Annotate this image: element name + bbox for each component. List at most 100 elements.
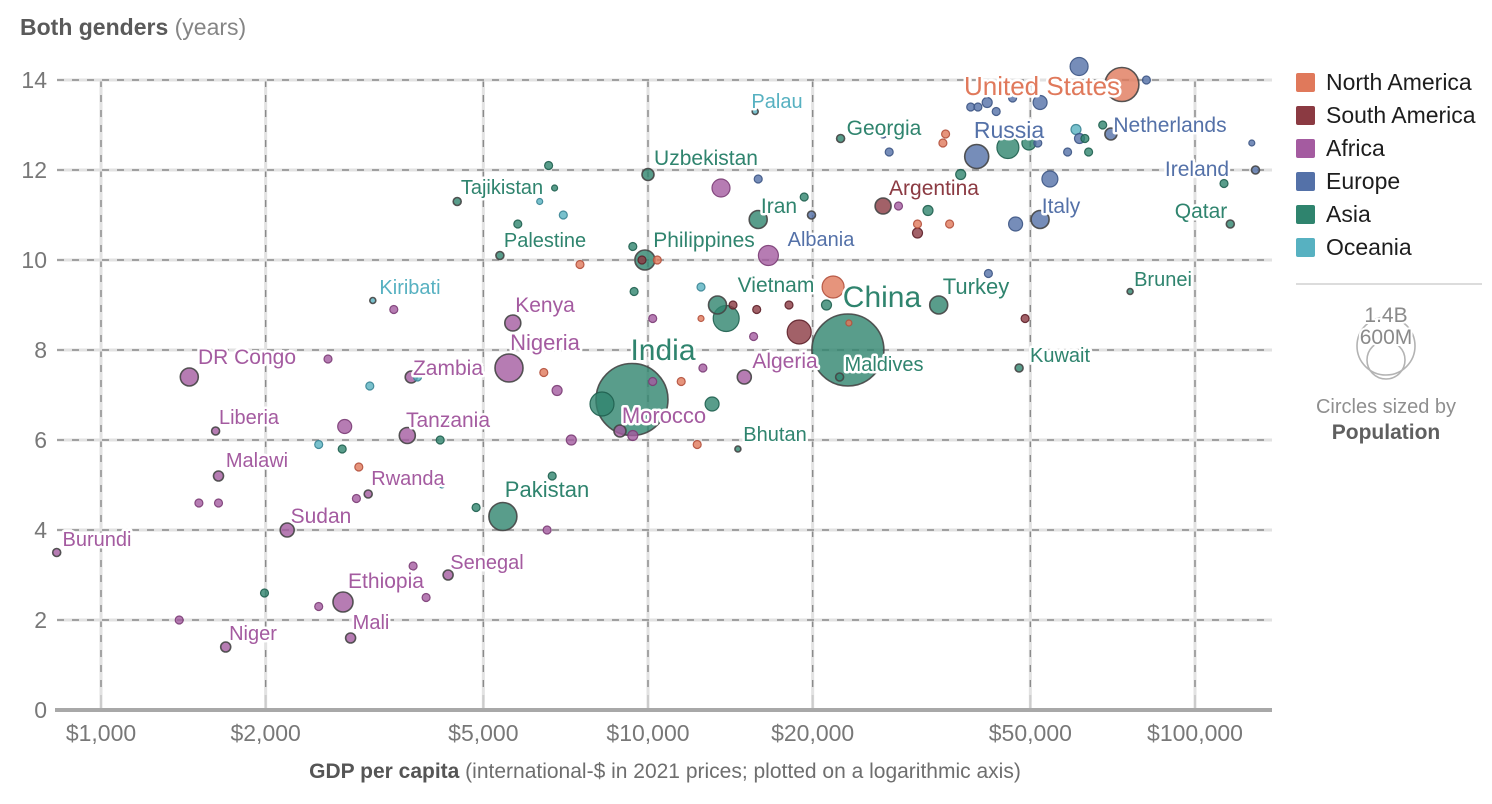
data-point-country[interactable] — [542, 525, 552, 535]
data-point-country[interactable] — [799, 192, 809, 202]
data-point-uzbekistan[interactable] — [641, 167, 655, 182]
data-point-senegal[interactable] — [442, 569, 454, 581]
legend-item-africa[interactable]: Africa — [1296, 132, 1486, 165]
data-point-country[interactable] — [676, 376, 686, 387]
data-point-country[interactable] — [996, 135, 1020, 160]
data-point-mali[interactable] — [344, 632, 357, 644]
data-point-united-states[interactable] — [1104, 66, 1140, 103]
data-point-country[interactable] — [820, 299, 833, 311]
data-point-country[interactable] — [845, 319, 853, 327]
data-point-country[interactable] — [174, 615, 184, 625]
data-point-country[interactable] — [438, 481, 446, 489]
data-point-kuwait[interactable] — [1014, 363, 1024, 373]
legend-item-oceania[interactable]: Oceania — [1296, 231, 1486, 264]
data-point-country[interactable] — [628, 241, 638, 252]
data-point-country[interactable] — [589, 391, 615, 417]
data-point-qatar[interactable] — [1225, 219, 1236, 229]
data-point-country[interactable] — [784, 300, 794, 310]
data-point-country[interactable] — [981, 96, 993, 109]
data-point-country[interactable] — [1007, 93, 1018, 103]
data-point-country[interactable] — [648, 376, 658, 387]
data-point-argentina[interactable] — [874, 197, 892, 215]
data-point-country[interactable] — [1219, 178, 1229, 189]
data-point-country[interactable] — [551, 384, 563, 397]
data-point-country[interactable] — [365, 381, 375, 391]
data-point-country[interactable] — [748, 331, 759, 342]
data-point-country[interactable] — [550, 184, 559, 192]
data-point-country[interactable] — [704, 396, 720, 412]
data-point-country[interactable] — [471, 502, 481, 513]
data-point-turkey[interactable] — [928, 295, 949, 315]
data-point-country[interactable] — [547, 471, 557, 481]
data-point-pakistan[interactable] — [488, 501, 518, 532]
data-point-country[interactable] — [435, 435, 445, 445]
data-point-country[interactable] — [412, 372, 423, 382]
data-point-country[interactable] — [354, 462, 364, 472]
data-point-country[interactable] — [194, 498, 204, 508]
data-point-country[interactable] — [692, 439, 702, 450]
data-point-country[interactable] — [821, 275, 845, 299]
data-point-country[interactable] — [314, 439, 324, 450]
data-point-russia[interactable] — [963, 143, 990, 170]
data-point-tajikistan[interactable] — [452, 196, 463, 207]
data-point-country[interactable] — [922, 204, 934, 217]
data-point-palestine[interactable] — [495, 250, 505, 261]
data-point-algeria[interactable] — [736, 369, 753, 385]
data-point-country[interactable] — [637, 255, 647, 265]
data-point-maldives[interactable] — [834, 372, 845, 382]
data-point-country[interactable] — [696, 282, 706, 292]
data-point-country[interactable] — [389, 304, 399, 315]
data-point-brunei[interactable] — [1126, 287, 1134, 296]
data-point-country[interactable] — [648, 313, 658, 324]
data-point-country[interactable] — [912, 219, 923, 229]
data-point-albania[interactable] — [806, 210, 817, 220]
data-point-morocco[interactable] — [613, 424, 627, 438]
data-point-country[interactable] — [1020, 313, 1030, 324]
data-point-country[interactable] — [878, 129, 888, 139]
data-point-italy[interactable] — [1030, 209, 1050, 230]
data-point-country[interactable] — [575, 259, 585, 270]
data-point-country[interactable] — [753, 174, 763, 184]
data-point-country[interactable] — [408, 561, 418, 571]
data-point-ethiopia[interactable] — [332, 591, 354, 613]
data-point-country[interactable] — [973, 102, 983, 112]
data-point-country[interactable] — [1080, 133, 1090, 144]
legend-item-asia[interactable]: Asia — [1296, 198, 1486, 231]
data-point-ireland[interactable] — [1250, 165, 1261, 175]
data-point-country[interactable] — [911, 227, 924, 239]
data-point-georgia[interactable] — [835, 133, 846, 144]
data-point-nigeria[interactable] — [494, 353, 524, 383]
data-point-bhutan[interactable] — [734, 445, 742, 453]
data-point-dr-congo[interactable] — [179, 367, 200, 387]
data-point-country[interactable] — [513, 219, 523, 229]
data-point-country[interactable] — [728, 300, 738, 310]
data-point-country[interactable] — [351, 493, 361, 504]
data-point-country[interactable] — [1069, 56, 1089, 77]
data-point-country[interactable] — [1062, 147, 1073, 157]
data-point-country[interactable] — [884, 147, 894, 157]
data-point-country[interactable] — [558, 210, 568, 220]
data-point-country[interactable] — [337, 444, 347, 454]
data-point-country[interactable] — [698, 363, 708, 373]
data-point-vietnam[interactable] — [707, 295, 728, 315]
data-point-country[interactable] — [1033, 138, 1043, 148]
data-point-country[interactable] — [543, 160, 554, 171]
data-point-country[interactable] — [565, 434, 577, 446]
data-point-palau[interactable] — [751, 107, 760, 116]
data-point-burundi[interactable] — [51, 547, 62, 558]
data-point-tanzania[interactable] — [398, 426, 417, 445]
data-point-netherlands[interactable] — [1104, 127, 1118, 141]
data-point-china[interactable] — [811, 313, 885, 387]
data-point-country[interactable] — [629, 286, 639, 297]
legend-item-europe[interactable]: Europe — [1296, 165, 1486, 198]
data-point-malawi[interactable] — [212, 470, 225, 482]
data-point-country[interactable] — [337, 418, 353, 435]
data-point-country[interactable] — [944, 219, 955, 229]
data-point-country[interactable] — [1007, 216, 1024, 232]
data-point-country[interactable] — [627, 429, 639, 442]
data-point-country[interactable] — [893, 201, 904, 211]
legend-item-north-america[interactable]: North America — [1296, 66, 1486, 99]
data-point-kenya[interactable] — [503, 314, 522, 332]
data-point-country[interactable] — [752, 304, 762, 315]
data-point-country[interactable] — [536, 197, 544, 206]
